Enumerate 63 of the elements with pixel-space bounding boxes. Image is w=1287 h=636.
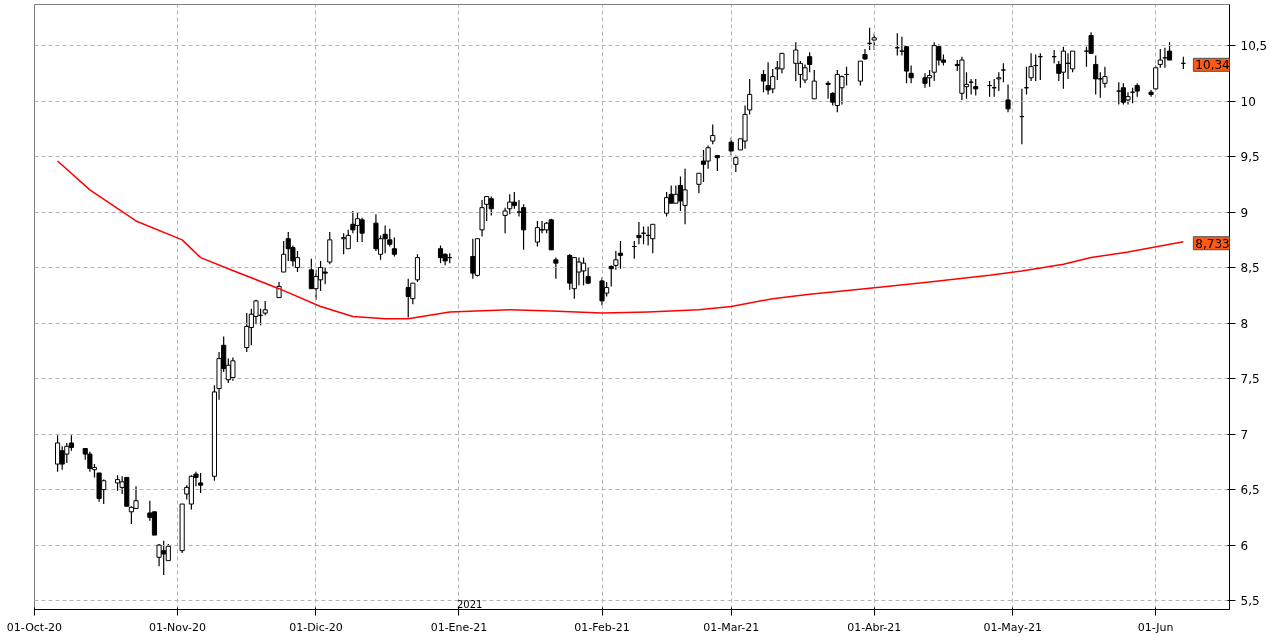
x-tick-label: 01-Dic-20 xyxy=(289,620,343,634)
candlestick xyxy=(1148,89,1154,98)
y-tick-label: 6,5 xyxy=(1240,483,1260,498)
candlestick xyxy=(479,199,485,238)
y-tick-label: 9,5 xyxy=(1240,150,1260,165)
y-tick-label: 6 xyxy=(1240,538,1249,553)
candlestick xyxy=(327,231,333,265)
y-tick-label: 10,5 xyxy=(1240,39,1268,54)
candlestick xyxy=(664,191,670,218)
annotation: 2021 xyxy=(456,598,483,610)
candlestick xyxy=(636,221,642,245)
x-tick-label: 01-Abr-21 xyxy=(847,620,902,634)
candlestick xyxy=(1000,62,1006,83)
y-tick-label: 7 xyxy=(1240,427,1249,442)
candlestick xyxy=(650,223,656,254)
candlestick xyxy=(281,240,287,273)
candlestick xyxy=(710,123,716,145)
x-tick-label: 01-Ene-21 xyxy=(430,620,488,634)
candlestick xyxy=(87,451,93,473)
candlestick xyxy=(1093,54,1099,96)
candlestick xyxy=(617,240,624,270)
x-tick-label: 01-Feb-21 xyxy=(574,620,630,634)
candlestick xyxy=(341,232,347,255)
candlestick xyxy=(825,80,831,100)
candlestick xyxy=(553,257,559,280)
annotation: 8,733 xyxy=(1195,236,1230,251)
y-tick-label: 5,5 xyxy=(1240,594,1260,609)
x-tick-label: 01-May-21 xyxy=(983,620,1042,634)
candlestick xyxy=(151,511,158,536)
candlestick xyxy=(1005,83,1011,113)
x-tick-label: 01-Oct-20 xyxy=(6,620,63,634)
y-tick-label: 8 xyxy=(1240,316,1249,331)
x-tick-label: 01-Mar-21 xyxy=(703,620,760,634)
candlestick xyxy=(230,356,236,382)
candlestick xyxy=(345,229,351,250)
candlestick xyxy=(1116,81,1122,106)
candlestick xyxy=(1157,48,1163,69)
candlestick xyxy=(391,237,397,258)
line-series xyxy=(56,160,1185,320)
candlestick xyxy=(414,253,421,283)
candlestick xyxy=(576,257,582,286)
candlestick xyxy=(521,203,527,251)
candlestick xyxy=(488,195,494,217)
annotation: 10,34 xyxy=(1195,58,1230,73)
candlestick xyxy=(470,238,476,280)
candlestick xyxy=(765,61,771,96)
candlestick xyxy=(811,69,817,100)
y-tick-label: 7,5 xyxy=(1240,372,1260,387)
candlestick xyxy=(534,220,540,248)
candlestick xyxy=(1153,64,1159,91)
candlestick xyxy=(682,168,688,225)
x-tick-label: 01-Jun xyxy=(1137,620,1174,634)
candlestick xyxy=(1060,46,1066,90)
candlestick xyxy=(244,312,250,353)
candlestick xyxy=(54,434,61,473)
candlestick xyxy=(599,276,605,306)
candlestick xyxy=(359,217,365,243)
candlestick xyxy=(922,72,928,89)
candlestick xyxy=(700,149,707,183)
y-tick-label: 8,5 xyxy=(1240,261,1260,276)
y-tick-label: 10 xyxy=(1240,94,1256,109)
x-tick-label: 01-Nov-20 xyxy=(148,620,207,634)
y-tick-label: 9 xyxy=(1240,205,1249,220)
